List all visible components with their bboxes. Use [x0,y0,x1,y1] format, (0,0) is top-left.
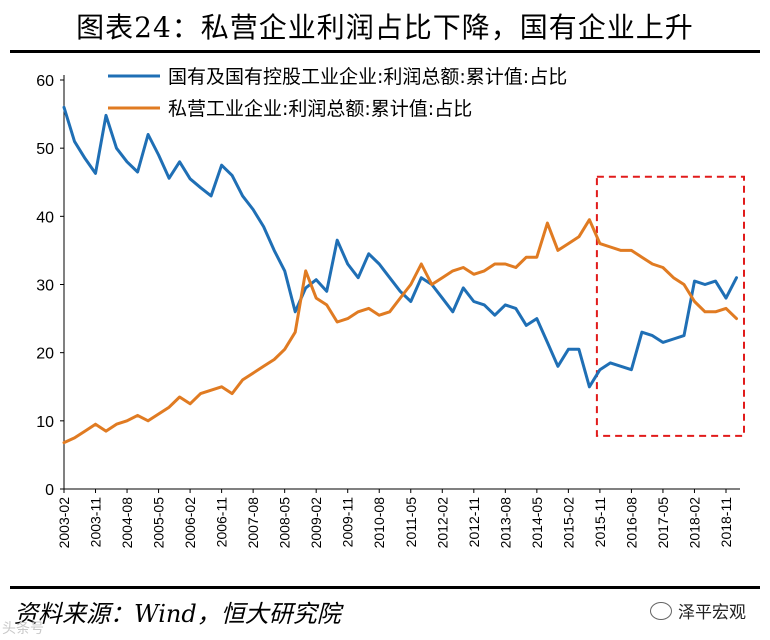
bottom-rule [10,586,760,589]
y-tick-label: 0 [45,482,54,499]
y-tick-label: 30 [36,278,54,295]
x-tick-label: 2014-05 [529,497,545,549]
x-tick-label: 2009-02 [308,497,324,549]
series-line-1 [62,105,738,389]
x-tick-label: 2018-02 [686,497,702,549]
x-tick-label: 2017-05 [655,497,671,549]
watermark: 头条号 [2,621,44,637]
line-chart: 0 10 20 30 40 50 60 2003-02 2003-11 2004-08 2005-0… [36,66,745,549]
top-rule [10,50,760,53]
x-tick-label: 2015-02 [560,497,576,549]
source-note: 资料来源：Wind，恒大研究院 [14,600,341,628]
x-tick-label: 2009-11 [340,497,356,548]
brand-name: 泽平宏观 [678,603,746,623]
y-tick-label: 40 [36,209,54,226]
x-tick-label: 2008-05 [277,497,293,549]
y-tick-label: 20 [36,346,54,363]
x-tick-label: 2016-08 [623,497,639,549]
y-tick-label: 50 [36,141,54,158]
x-tick-label: 2004-08 [119,497,135,549]
x-tick-label: 2007-08 [245,497,261,549]
series-line-2 [62,218,738,445]
x-tick-label: 2012-02 [434,497,450,549]
x-tick-label: 2010-08 [371,497,387,549]
x-tick-label: 2006-11 [214,497,230,548]
y-tick-label: 10 [36,414,54,431]
chart-title: 图表24：私营企业利润占比下降，国有企业上升 [76,11,694,44]
x-tick-label: 2012-11 [466,497,482,548]
highlight-box [595,175,745,437]
wechat-icon [650,601,672,620]
x-tick-label: 2005-05 [151,497,167,549]
legend-label-1: 国有及国有控股工业企业:利润总额:累计值:占比 [168,66,567,88]
x-tick-label: 2013-08 [497,497,513,549]
x-tick-label: 2003-11 [88,497,104,548]
y-tick-label: 60 [36,73,54,90]
brand-label: 泽平宏观 [650,598,746,623]
x-tick-label: 2003-02 [56,497,72,549]
x-tick-label: 2011-05 [403,497,419,548]
x-tick-label: 2018-11 [718,497,734,548]
x-tick-label: 2015-11 [592,497,608,548]
legend-label-2: 私营工业企业:利润总额:累计值:占比 [168,98,472,120]
x-tick-label: 2006-02 [182,497,198,549]
